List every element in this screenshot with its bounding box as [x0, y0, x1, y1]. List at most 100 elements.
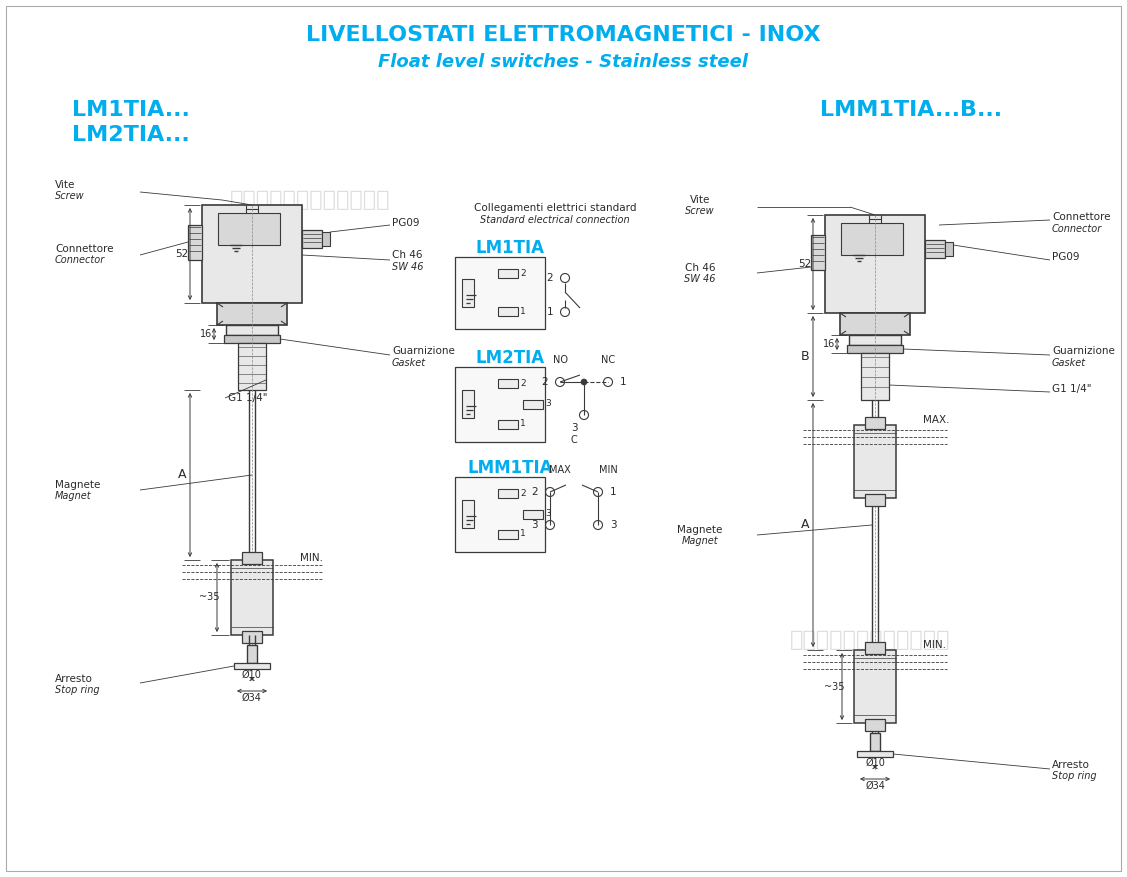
Text: Standard electrical connection: Standard electrical connection: [480, 215, 630, 225]
Text: NC: NC: [601, 355, 615, 365]
Text: Magnet: Magnet: [682, 536, 718, 546]
Text: 3: 3: [570, 423, 577, 433]
Text: NO: NO: [552, 355, 568, 365]
Bar: [455, 367, 545, 442]
Text: Magnet: Magnet: [55, 491, 91, 501]
Text: 1: 1: [620, 377, 627, 387]
Bar: [946, 242, 953, 256]
Text: Screw: Screw: [55, 191, 85, 201]
Text: Vite: Vite: [690, 195, 710, 205]
Bar: [455, 477, 545, 552]
Text: MIN.: MIN.: [300, 553, 323, 563]
Bar: [925, 240, 946, 258]
Text: Arresto: Arresto: [55, 674, 92, 684]
Text: 1: 1: [547, 307, 553, 317]
Bar: [322, 232, 330, 246]
Bar: [849, 335, 900, 345]
Bar: [866, 642, 885, 654]
Bar: [866, 719, 885, 731]
Text: A: A: [178, 468, 186, 481]
Text: 2: 2: [547, 273, 553, 283]
Text: 苏州知非机电设备有限公司: 苏州知非机电设备有限公司: [230, 190, 390, 210]
Text: SW 46: SW 46: [392, 262, 424, 272]
Text: PG09: PG09: [1051, 252, 1080, 262]
Text: 1: 1: [520, 306, 526, 316]
Text: Screw: Screw: [685, 206, 715, 216]
Bar: [231, 560, 273, 635]
Bar: [302, 230, 322, 248]
Text: Collegamenti elettrici standard: Collegamenti elettrici standard: [473, 203, 637, 213]
Text: G1 1/4": G1 1/4": [1051, 384, 1092, 394]
Bar: [848, 345, 903, 353]
Text: LMM1TIA: LMM1TIA: [468, 459, 552, 477]
Bar: [523, 510, 543, 519]
Text: Float level switches - Stainless steel: Float level switches - Stainless steel: [378, 53, 748, 71]
Text: Stop ring: Stop ring: [55, 685, 99, 695]
Bar: [866, 417, 885, 429]
Text: Ø34: Ø34: [866, 781, 885, 791]
Bar: [462, 390, 474, 418]
Text: MAX: MAX: [549, 465, 571, 475]
Text: Guarnizione: Guarnizione: [392, 346, 455, 356]
Bar: [811, 235, 825, 270]
Text: 1: 1: [610, 487, 616, 497]
Bar: [854, 650, 896, 723]
Text: 苏州知非机电设备有限公司: 苏州知非机电设备有限公司: [790, 630, 950, 650]
Text: 52: 52: [798, 259, 811, 269]
Text: 2: 2: [541, 377, 548, 387]
Text: 1: 1: [520, 530, 526, 538]
Bar: [857, 751, 893, 757]
Text: Gasket: Gasket: [392, 358, 426, 368]
Text: 1: 1: [520, 419, 526, 429]
Bar: [498, 269, 518, 278]
Bar: [242, 552, 261, 564]
Bar: [188, 225, 202, 260]
Text: 3: 3: [545, 510, 551, 518]
Text: ~35: ~35: [824, 681, 844, 691]
Bar: [523, 400, 543, 409]
Bar: [861, 353, 889, 400]
Bar: [247, 645, 257, 663]
Text: Magnete: Magnete: [55, 480, 100, 490]
Text: ~35: ~35: [198, 593, 220, 602]
Bar: [866, 494, 885, 506]
Text: C: C: [570, 435, 577, 445]
Bar: [462, 279, 474, 307]
Text: LIVELLOSTATI ELETTROMAGNETICI - INOX: LIVELLOSTATI ELETTROMAGNETICI - INOX: [305, 25, 820, 45]
Text: Gasket: Gasket: [1051, 358, 1086, 368]
Bar: [854, 425, 896, 498]
Text: LM2TIA: LM2TIA: [476, 349, 544, 367]
Text: MAX.: MAX.: [923, 415, 950, 425]
Bar: [498, 420, 518, 429]
Text: Connector: Connector: [1051, 224, 1102, 234]
Bar: [498, 489, 518, 498]
Text: Connettore: Connettore: [1051, 212, 1110, 222]
Text: Stop ring: Stop ring: [1051, 771, 1097, 781]
Bar: [840, 313, 909, 335]
Text: Guarnizione: Guarnizione: [1051, 346, 1115, 356]
Bar: [841, 223, 903, 255]
Bar: [218, 213, 279, 245]
Bar: [498, 307, 518, 316]
Bar: [455, 257, 545, 329]
Text: A: A: [801, 518, 809, 531]
Text: 3: 3: [545, 400, 551, 409]
Text: 2: 2: [520, 268, 525, 277]
Text: 3: 3: [531, 520, 538, 530]
Text: PG09: PG09: [392, 218, 419, 228]
Text: LM2TIA...: LM2TIA...: [72, 125, 189, 145]
Bar: [825, 215, 925, 313]
Text: Connector: Connector: [55, 255, 105, 265]
Bar: [227, 325, 278, 335]
Text: Ø10: Ø10: [866, 758, 885, 768]
Text: B: B: [800, 350, 809, 363]
Text: Arresto: Arresto: [1051, 760, 1090, 770]
Bar: [242, 631, 261, 643]
Text: LM1TIA: LM1TIA: [476, 239, 544, 257]
Text: Connettore: Connettore: [55, 244, 114, 254]
Text: Ch 46: Ch 46: [685, 263, 716, 273]
Text: 2: 2: [531, 487, 538, 497]
Text: MIN: MIN: [598, 465, 618, 475]
Bar: [238, 343, 266, 390]
Text: 16: 16: [199, 329, 212, 339]
